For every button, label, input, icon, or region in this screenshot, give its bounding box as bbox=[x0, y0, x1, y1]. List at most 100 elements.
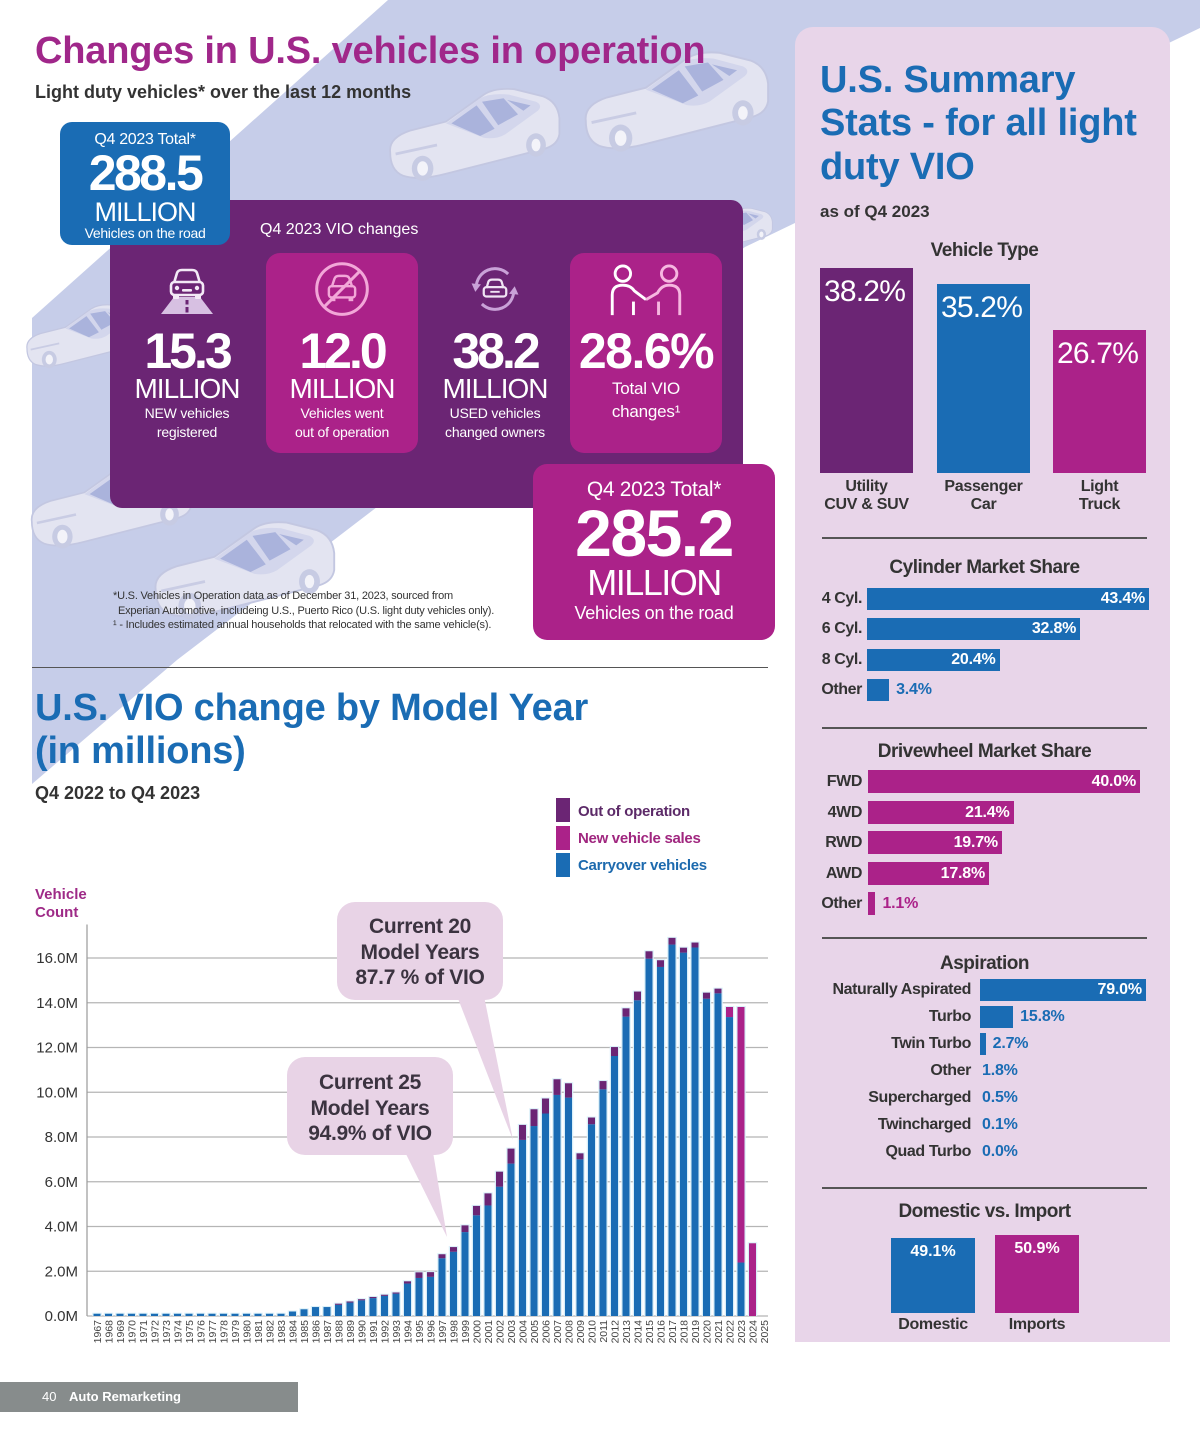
aspiration-bar-turbo bbox=[980, 1006, 1014, 1028]
x-tick-label: 2011 bbox=[598, 1320, 610, 1343]
category-label-line: Car bbox=[970, 496, 997, 513]
bar-carryover-vehicles-2005 bbox=[530, 1126, 538, 1316]
category-label-line: Utility bbox=[845, 478, 888, 495]
bar-stack-1989 bbox=[345, 1300, 355, 1316]
page-number: 40 bbox=[42, 1389, 57, 1404]
aspiration-value-label: 79.0% bbox=[1097, 981, 1143, 998]
summary-stats-panel bbox=[795, 27, 1170, 1342]
x-tick-label: 1984 bbox=[287, 1320, 299, 1344]
x-tick-label: 1977 bbox=[207, 1320, 219, 1344]
aspiration-category-label: Turbo bbox=[928, 1008, 972, 1025]
stat-caption-line: changed owners bbox=[445, 424, 545, 440]
x-tick-label: 2018 bbox=[678, 1320, 690, 1344]
bar-out-of-operation-1992 bbox=[381, 1294, 388, 1296]
x-tick-label: 2025 bbox=[759, 1320, 771, 1344]
callout-line: 87.7 % of VIO bbox=[355, 966, 484, 989]
bar-out-of-operation-2015 bbox=[645, 951, 653, 959]
stat-caption-line: registered bbox=[156, 424, 218, 440]
drivewheel-category-label: Other bbox=[821, 895, 862, 912]
stat-caption-line: NEW vehicles bbox=[144, 405, 230, 421]
vehicle-type-value-label: 35.2% bbox=[941, 290, 1023, 324]
legend-swatch-out-of-operation bbox=[556, 798, 570, 822]
x-tick-label: 1999 bbox=[460, 1320, 472, 1344]
vehicle-type-value-label: 26.7% bbox=[1057, 336, 1139, 370]
bar-carryover-vehicles-1998 bbox=[450, 1251, 457, 1316]
bar-out-of-operation-1999 bbox=[461, 1225, 469, 1233]
drivewheel-bar-other bbox=[868, 892, 876, 915]
summary-as-of: as of Q4 2023 bbox=[820, 202, 930, 221]
bar-out-of-operation-1997 bbox=[438, 1254, 446, 1259]
bar-carryover-vehicles-2004 bbox=[519, 1139, 526, 1316]
end-total-value: 285.2 bbox=[575, 496, 734, 570]
drivewheel-bar-rwd: 19.7% bbox=[868, 831, 1002, 854]
cylinder-bar-other bbox=[867, 679, 890, 702]
x-tick-label: 2003 bbox=[506, 1320, 518, 1344]
aspiration-bar-naturally-aspirated: 79.0% bbox=[980, 979, 1146, 1001]
bar-carryover-vehicles-2014 bbox=[634, 1000, 641, 1316]
bar-stack-1971 bbox=[138, 1312, 148, 1316]
bar-carryover-vehicles-1982 bbox=[266, 1313, 273, 1316]
bar-carryover-vehicles-1985 bbox=[300, 1309, 308, 1316]
bar-carryover-vehicles-1987 bbox=[323, 1307, 331, 1316]
bar-carryover-vehicles-1971 bbox=[139, 1313, 147, 1316]
bar-stack-2009 bbox=[575, 1152, 585, 1316]
bar-carryover-vehicles-1996 bbox=[427, 1276, 434, 1316]
stat-used-vehicles: 38.2 MILLION USED vehicles changed owner… bbox=[428, 253, 562, 453]
callout-line: 94.9% of VIO bbox=[308, 1122, 432, 1145]
x-tick-label: 2023 bbox=[736, 1320, 748, 1344]
start-total-caption: Vehicles on the road bbox=[84, 225, 206, 241]
stat-value: 12.0 bbox=[299, 323, 387, 379]
bar-stack-1987 bbox=[322, 1306, 332, 1316]
callout-line: Current 20 bbox=[369, 915, 471, 938]
bar-out-of-operation-2000 bbox=[473, 1205, 480, 1216]
drivewheel-bar-4wd: 21.4% bbox=[868, 800, 1014, 824]
x-tick-label: 2000 bbox=[471, 1320, 483, 1344]
x-tick-label: 1981 bbox=[253, 1320, 265, 1344]
vio-changes-title: Q4 2023 VIO changes bbox=[260, 221, 419, 238]
stat-tile-highlight bbox=[570, 253, 722, 453]
bar-carryover-vehicles-1986 bbox=[312, 1307, 319, 1316]
x-tick-label: 1990 bbox=[356, 1320, 368, 1344]
stat-caption-line: changes¹ bbox=[611, 402, 681, 421]
aspiration-category-label: Twin Turbo bbox=[891, 1035, 971, 1052]
category-label-line: CUV & SUV bbox=[824, 496, 909, 513]
bar-stack-2007 bbox=[552, 1078, 562, 1316]
bar-carryover-vehicles-2003 bbox=[507, 1163, 515, 1316]
stat-value: 15.3 bbox=[144, 323, 232, 379]
bar-carryover-vehicles-2013 bbox=[622, 1016, 630, 1316]
stat-caption: NEW vehicles registered bbox=[110, 404, 264, 442]
cylinder-bar-8-cyl: 20.4% bbox=[867, 648, 1000, 671]
bar-stack-1993 bbox=[391, 1291, 401, 1316]
y-tick-label: 2.0M bbox=[45, 1263, 78, 1280]
bar-stack-2012 bbox=[609, 1046, 620, 1316]
cylinder-value-label: 43.4% bbox=[1100, 590, 1146, 607]
bar-stack-2011 bbox=[598, 1080, 608, 1316]
x-tick-label: 1998 bbox=[448, 1320, 460, 1344]
bar-stack-2018 bbox=[678, 946, 689, 1316]
aspiration-value-label: 2.7% bbox=[992, 1035, 1029, 1052]
category-label-line: Imports bbox=[1008, 1316, 1066, 1333]
callout-line: Model Years bbox=[311, 1097, 430, 1120]
drivewheel-value-label: 17.8% bbox=[940, 864, 986, 882]
bar-stack-1994 bbox=[402, 1280, 413, 1316]
bar-carryover-vehicles-2012 bbox=[611, 1056, 618, 1316]
x-tick-label: 1986 bbox=[310, 1320, 322, 1344]
section-divider bbox=[822, 727, 1147, 729]
bar-stack-2020 bbox=[701, 991, 712, 1316]
bar-stack-2006 bbox=[540, 1097, 551, 1316]
aspiration-category-label: Supercharged bbox=[868, 1089, 971, 1106]
cylinder-value-label: 3.4% bbox=[896, 681, 932, 699]
x-tick-label: 1972 bbox=[149, 1320, 161, 1344]
bar-stack-1972 bbox=[149, 1312, 160, 1316]
bar-carryover-vehicles-2006 bbox=[542, 1113, 549, 1316]
stat-new-vehicles: 15.3 MILLION NEW vehicles registered bbox=[120, 253, 254, 453]
bar-stack-1985 bbox=[299, 1308, 309, 1316]
bar-carryover-vehicles-1993 bbox=[392, 1293, 400, 1316]
stat-caption: USED vehicles changed owners bbox=[418, 404, 572, 442]
x-tick-label: 1994 bbox=[402, 1320, 414, 1344]
bar-stack-1973 bbox=[161, 1312, 171, 1316]
x-tick-label: 2010 bbox=[586, 1320, 598, 1344]
q4-total-end-box: Q4 2023 Total* 285.2 MILLION Vehicles on… bbox=[533, 464, 775, 640]
bar-carryover-vehicles-1981 bbox=[254, 1313, 262, 1316]
